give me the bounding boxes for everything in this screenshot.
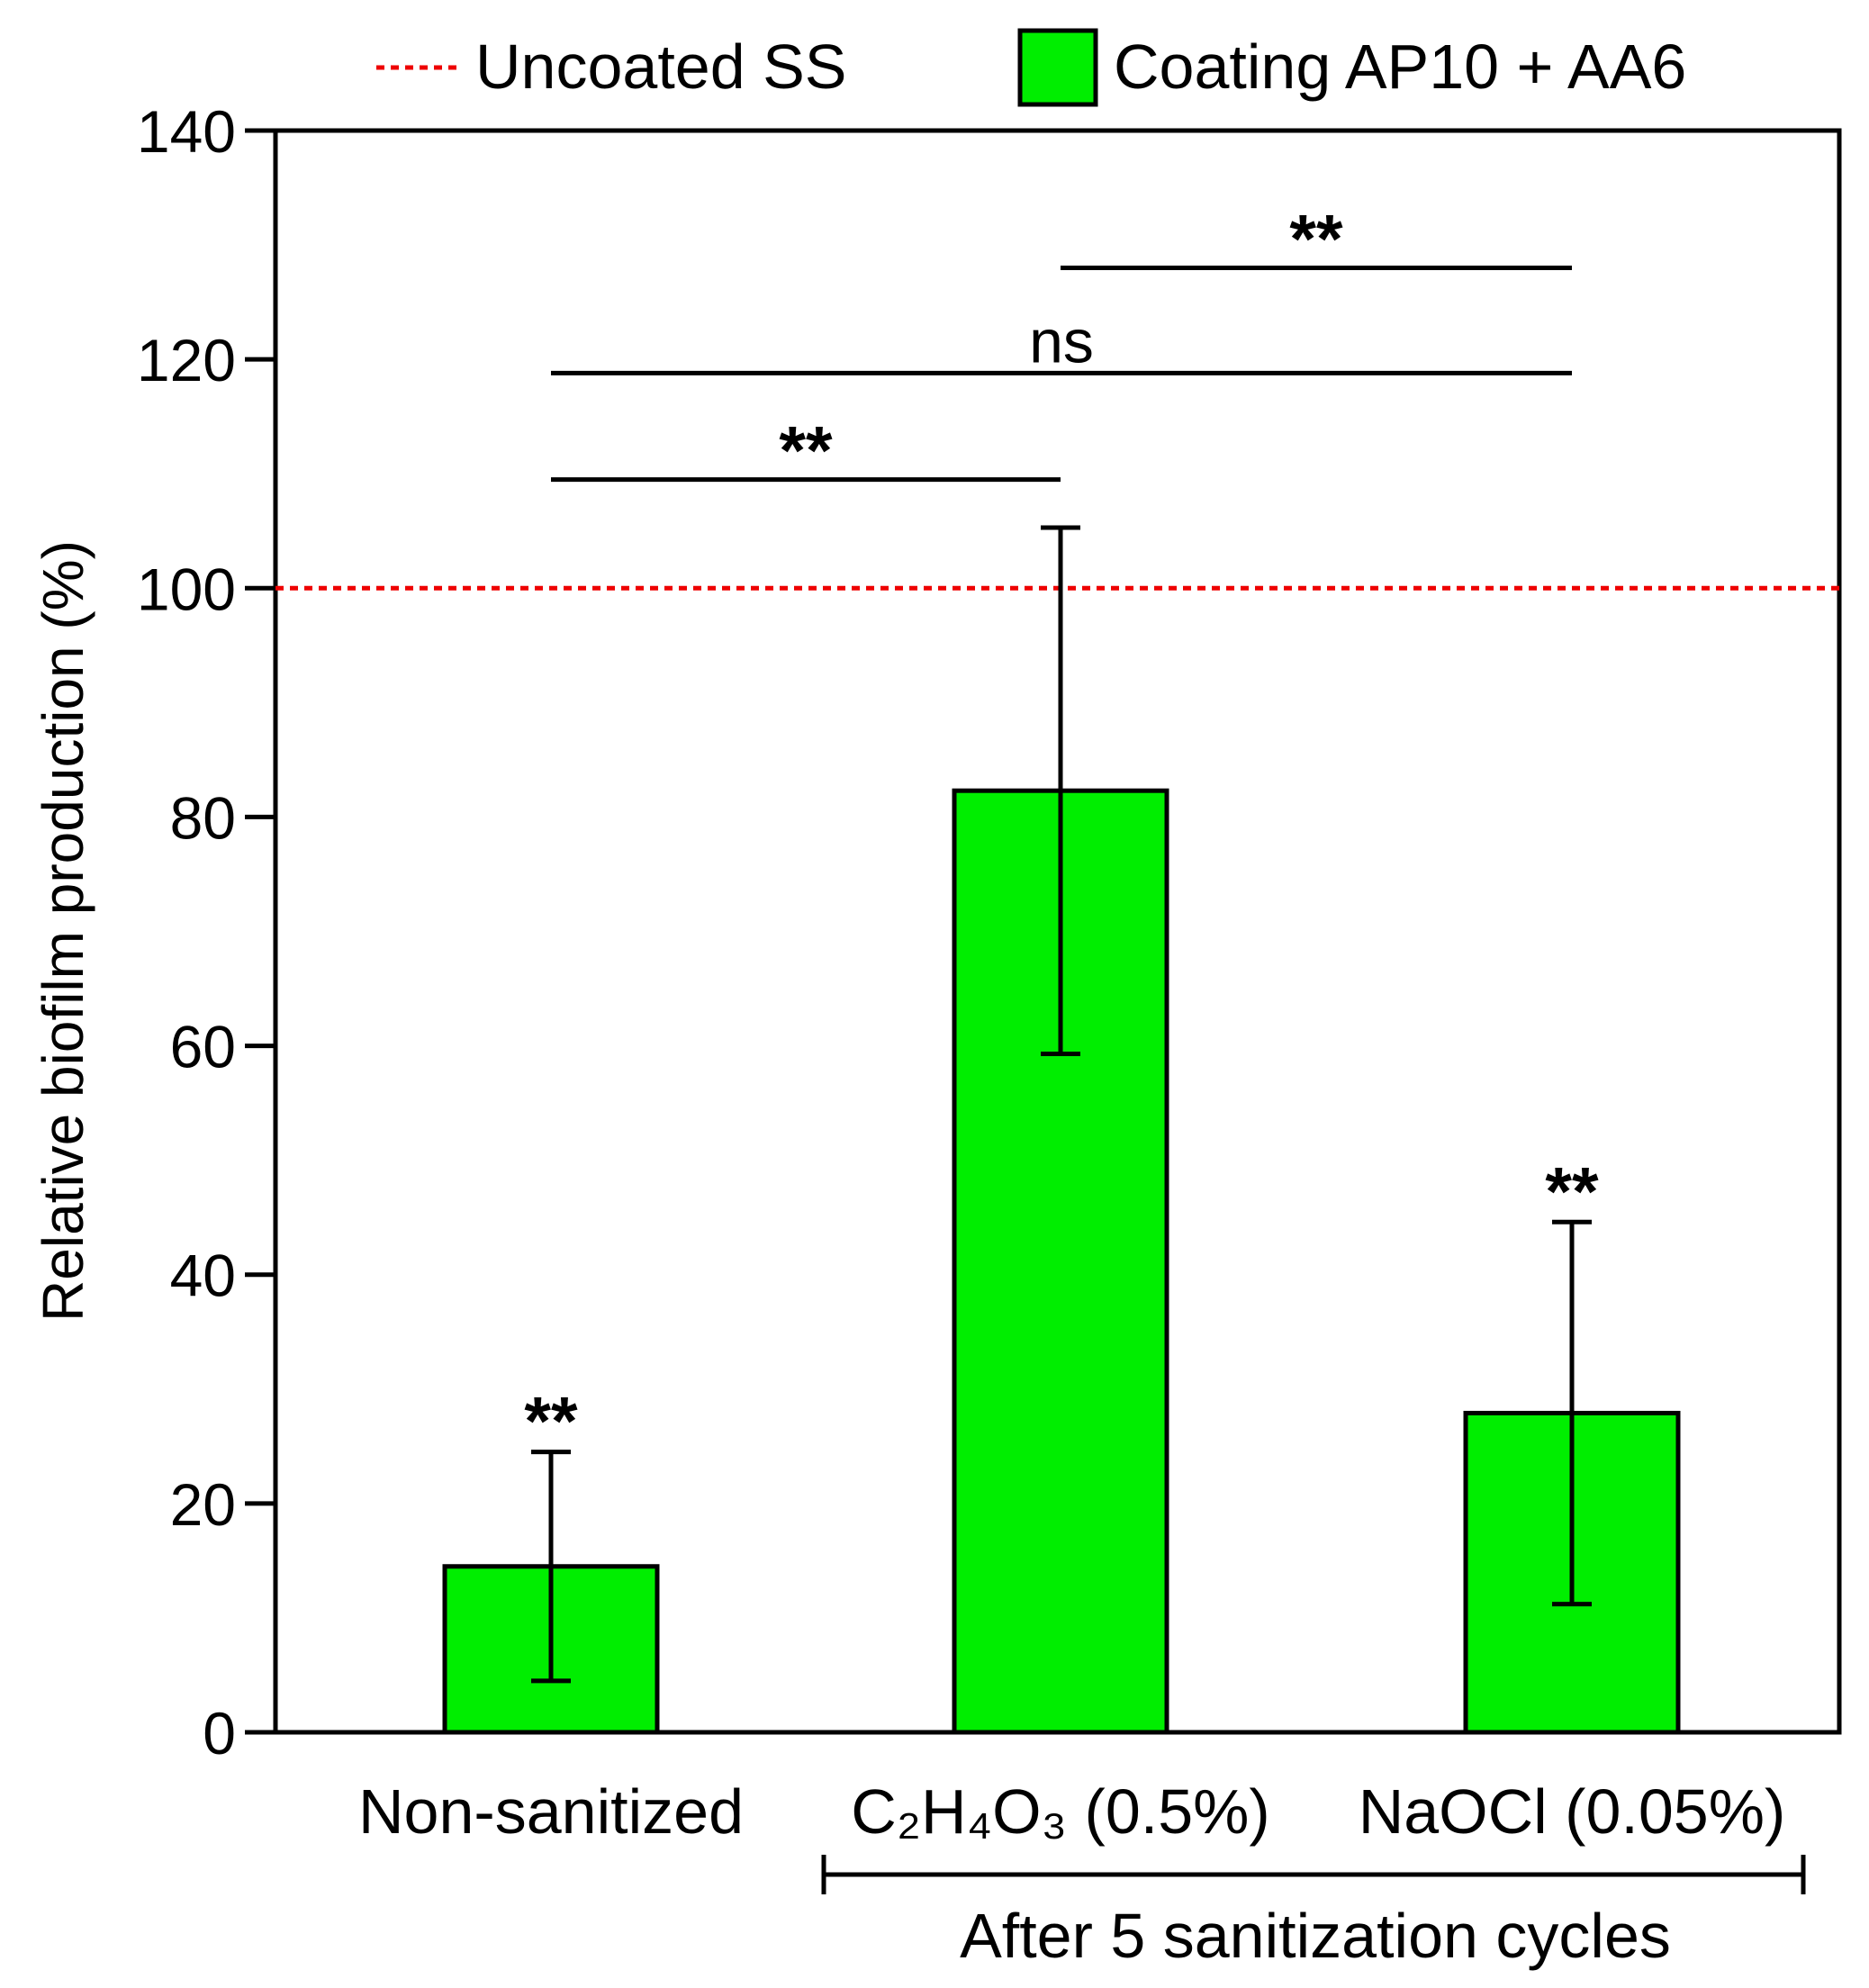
y-tick-label-60: 60 — [170, 1014, 236, 1080]
legend: Uncoated SS Coating AP10 + AA6 — [376, 28, 1686, 107]
y-tick-label-80: 80 — [170, 784, 236, 851]
error-bars — [531, 525, 1592, 1684]
comparison-label-1: ns — [1029, 307, 1094, 375]
bar-significance-labels: ** ** — [524, 1153, 1599, 1459]
x-label-non-sanitized: Non-sanitized — [358, 1776, 744, 1847]
y-tick-label-140: 140 — [137, 98, 236, 165]
legend-uncoated-ss-label: Uncoated SS — [475, 32, 846, 102]
y-tick-label-0: 0 — [203, 1700, 236, 1767]
comparison-label-2: ** — [1289, 201, 1343, 277]
y-tick-label-100: 100 — [137, 556, 236, 622]
legend-coating-swatch — [1017, 28, 1098, 107]
x-label-c2h4o3: C₂H₄O₃ (0.5%) — [851, 1776, 1269, 1847]
x-label-naocl: NaOCl (0.05%) — [1359, 1776, 1786, 1847]
significance-label-naocl: ** — [1545, 1153, 1599, 1230]
y-axis: 0 20 40 60 80 100 120 140 — [137, 98, 275, 1767]
x-axis-labels: Non-sanitized C₂H₄O₃ (0.5%) NaOCl (0.05%… — [358, 1776, 1785, 1847]
group-bracket: After 5 sanitization cycles — [821, 1855, 1806, 1971]
y-tick-label-40: 40 — [170, 1242, 236, 1309]
y-axis-label: Relative biofilm production (%) — [31, 540, 95, 1322]
group-bracket-label: After 5 sanitization cycles — [960, 1901, 1671, 1971]
y-tick-label-120: 120 — [137, 327, 236, 393]
y-tick-label-20: 20 — [170, 1471, 236, 1538]
significance-label-nonsan: ** — [524, 1384, 578, 1460]
legend-coating-label: Coating AP10 + AA6 — [1114, 32, 1686, 102]
comparison-label-0: ** — [779, 413, 833, 490]
significance-comparisons: ** ns ** — [551, 201, 1572, 490]
